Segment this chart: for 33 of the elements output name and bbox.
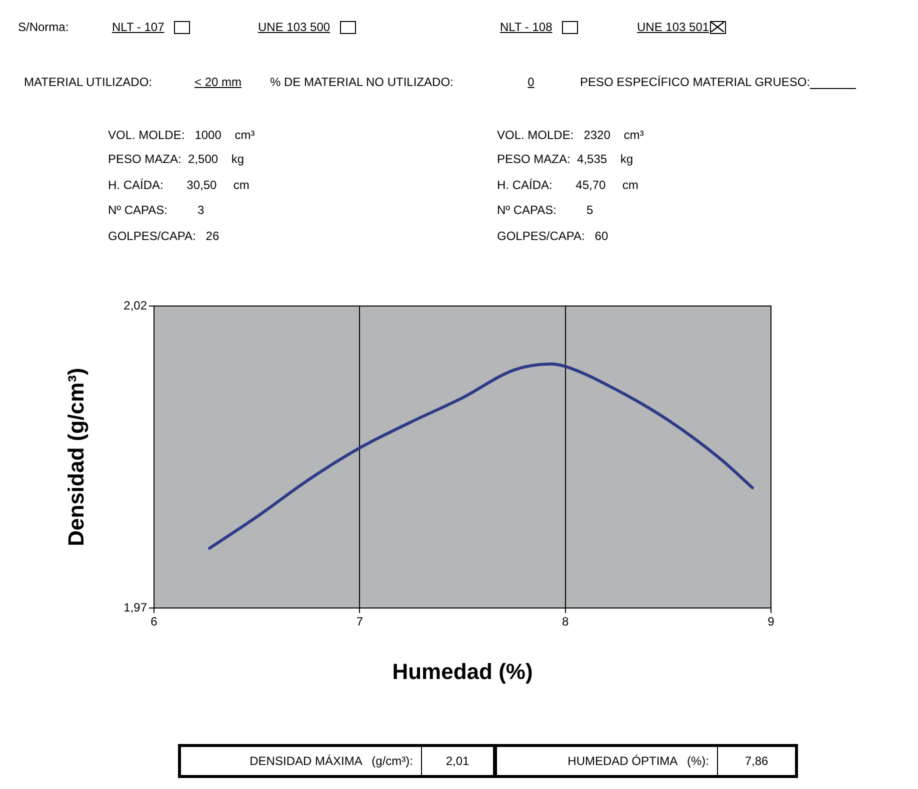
text: PESO MAZA: 2,500 kg [108, 152, 244, 166]
text: H. CAÍDA: 45,70 cm [497, 178, 638, 192]
text: 0 [526, 75, 536, 89]
text: DENSIDAD MÁXIMA (g/cm³): [248, 753, 414, 770]
text: MATERIAL UTILIZADO: [24, 75, 152, 89]
x-tick-label: 8 [562, 614, 569, 629]
text: VOL. MOLDE: 1000 cm³ [108, 128, 255, 142]
x-axis-title: Humedad (%) [392, 658, 533, 684]
line-series [208, 362, 754, 550]
text: % DE MATERIAL NO UTILIZADO: [270, 75, 454, 89]
text: 7,86 [717, 747, 795, 775]
text: H. CAÍDA: 30,50 cm [108, 178, 250, 192]
text: PESO ESPECÍFICO MATERIAL GRUESO: [580, 75, 810, 89]
text: NLT - 108 [500, 20, 552, 34]
text: Nº CAPAS: 3 [108, 203, 204, 217]
text: NLT - 107 [112, 20, 164, 34]
text: PESO MAZA: 4,535 kg [497, 152, 634, 166]
y-axis-title: Densidad (g/cm³) [63, 368, 88, 546]
text: S/Norma: [18, 20, 69, 34]
text: 2,01 [421, 747, 493, 775]
text: GOLPES/CAPA: 60 [497, 229, 608, 243]
text: VOL. MOLDE: 2320 cm³ [497, 128, 644, 142]
y-tick-label: 1,97 [124, 600, 148, 614]
text: HUMEDAD ÓPTIMA (%): [493, 747, 717, 775]
text: Nº CAPAS: 5 [497, 203, 594, 217]
y-tick-label: 2,02 [124, 298, 148, 312]
x-tick-label: 6 [150, 614, 158, 629]
text: UNE 103 500 [258, 20, 330, 34]
text: GOLPES/CAPA: 26 [108, 229, 220, 243]
x-tick-label: 7 [356, 614, 364, 629]
text: < 20 mm [193, 75, 242, 89]
x-tick-label: 9 [768, 614, 775, 629]
text: UNE 103 501 [637, 20, 710, 34]
